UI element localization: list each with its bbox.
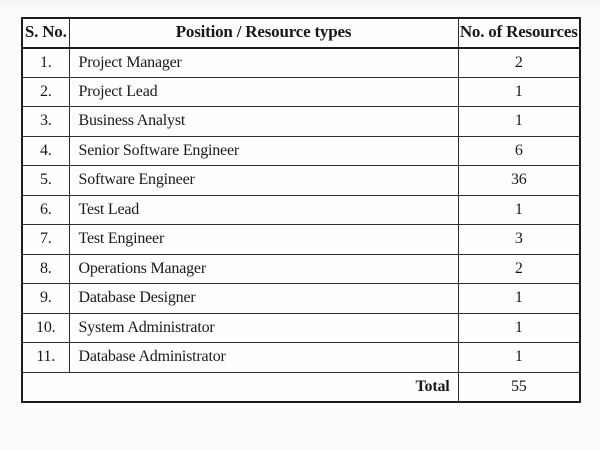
row-sno: 11. [21,342,70,373]
total-label: Total [21,371,459,402]
row-position: Senior Software Engineer [68,135,459,166]
table-row: 8. Operations Manager 2 [21,253,581,284]
row-position: Project Manager [68,47,459,78]
row-resources: 1 [457,194,581,225]
row-position: Database Administrator [68,342,459,373]
table-row: 2. Project Lead 1 [21,76,581,107]
row-sno: 10. [21,312,70,343]
row-sno: 1. [21,47,70,78]
column-header-sno: S. No. [21,17,70,49]
table-row: 7. Test Engineer 3 [21,224,581,255]
resources-table: S. No. Position / Resource types No. of … [21,17,581,403]
row-resources: 6 [457,135,581,166]
row-sno: 9. [21,283,70,314]
row-sno: 3. [21,106,70,137]
column-header-position: Position / Resource types [68,17,459,49]
total-row: Total 55 [21,371,581,402]
header-row: S. No. Position / Resource types No. of … [21,17,581,49]
row-resources: 1 [457,342,581,373]
table-row: 1. Project Manager 2 [21,47,581,78]
row-sno: 5. [21,165,70,196]
row-resources: 2 [457,47,581,78]
row-resources: 1 [457,76,581,107]
row-position: Test Engineer [68,224,459,255]
table-row: 6. Test Lead 1 [21,194,581,225]
row-resources: 2 [457,253,581,284]
table-row: 5. Software Engineer 36 [21,165,581,196]
column-header-resources: No. of Resources [457,17,581,49]
row-resources: 36 [457,165,581,196]
table-row: 3. Business Analyst 1 [21,106,581,137]
total-value: 55 [457,371,581,402]
row-position: Database Designer [68,283,459,314]
row-position: Project Lead [68,76,459,107]
row-position: System Administrator [68,312,459,343]
row-sno: 4. [21,135,70,166]
table-row: 4. Senior Software Engineer 6 [21,135,581,166]
row-sno: 7. [21,224,70,255]
table-row: 11. Database Administrator 1 [21,342,581,373]
row-position: Test Lead [68,194,459,225]
table-row: 10. System Administrator 1 [21,312,581,343]
row-sno: 8. [21,253,70,284]
row-position: Business Analyst [68,106,459,137]
row-sno: 6. [21,194,70,225]
row-position: Operations Manager [68,253,459,284]
row-resources: 1 [457,106,581,137]
row-resources: 1 [457,283,581,314]
row-position: Software Engineer [68,165,459,196]
table-row: 9. Database Designer 1 [21,283,581,314]
row-resources: 1 [457,312,581,343]
row-sno: 2. [21,76,70,107]
row-resources: 3 [457,224,581,255]
